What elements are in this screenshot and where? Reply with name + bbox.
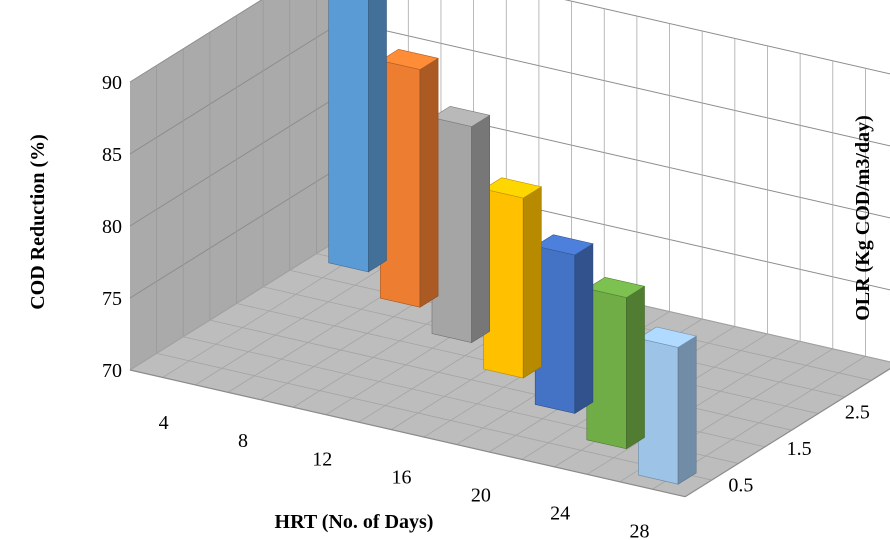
z-tick-label: 1.5 [787,438,812,460]
bar-top-face [586,276,646,298]
y-tick-label: 85 [102,144,122,166]
z-axis-title: OLR (Kg COD/m3/day) [852,115,874,321]
bar-24 [586,276,646,450]
bar-top-face [482,177,543,199]
z-tick-label: 2.5 [845,402,870,424]
y-tick-label: 75 [102,288,122,310]
y-gridline [129,0,890,83]
chart-bars [328,0,697,485]
z-axis-line [684,368,890,498]
bar-top-face [534,234,594,256]
x-tick-label: 16 [392,466,412,488]
bar-side-face [677,335,697,485]
bar-20 [534,234,594,414]
x-tick-label: 12 [312,448,332,470]
y-axis-title: COD Reduction (%) [27,134,49,310]
x-axis-title: HRT (No. of Days) [275,511,434,533]
bar-4 [328,0,387,273]
bar-16 [482,177,543,379]
x-tick-label: 20 [471,484,491,506]
z-tick-label: 0.5 [728,474,753,496]
x-tick-label: 24 [550,503,570,525]
bar-8 [379,48,439,308]
bar-side-face [522,186,542,379]
bar-side-face [471,114,491,344]
y-tick-label: 80 [102,216,122,238]
x-tick-label: 4 [159,412,169,434]
bar-side-face [419,57,439,308]
bar-side-face [574,243,594,414]
back-wall [343,0,890,362]
bar-side-face [368,0,387,273]
y-tick-label: 70 [102,360,122,382]
floor-gridline [156,352,712,481]
y-tick-label: 90 [102,72,122,94]
bar-top-face [431,105,491,127]
bar-28 [637,326,697,485]
bar-front-face [328,0,369,273]
bar-12 [431,105,491,344]
x-tick-label: 8 [238,430,248,452]
bar-side-face [626,285,645,450]
x-tick-label: 28 [629,521,649,540]
x-axis-line [129,369,686,498]
bar-top-face [637,326,697,348]
bar-top-face [379,48,439,70]
